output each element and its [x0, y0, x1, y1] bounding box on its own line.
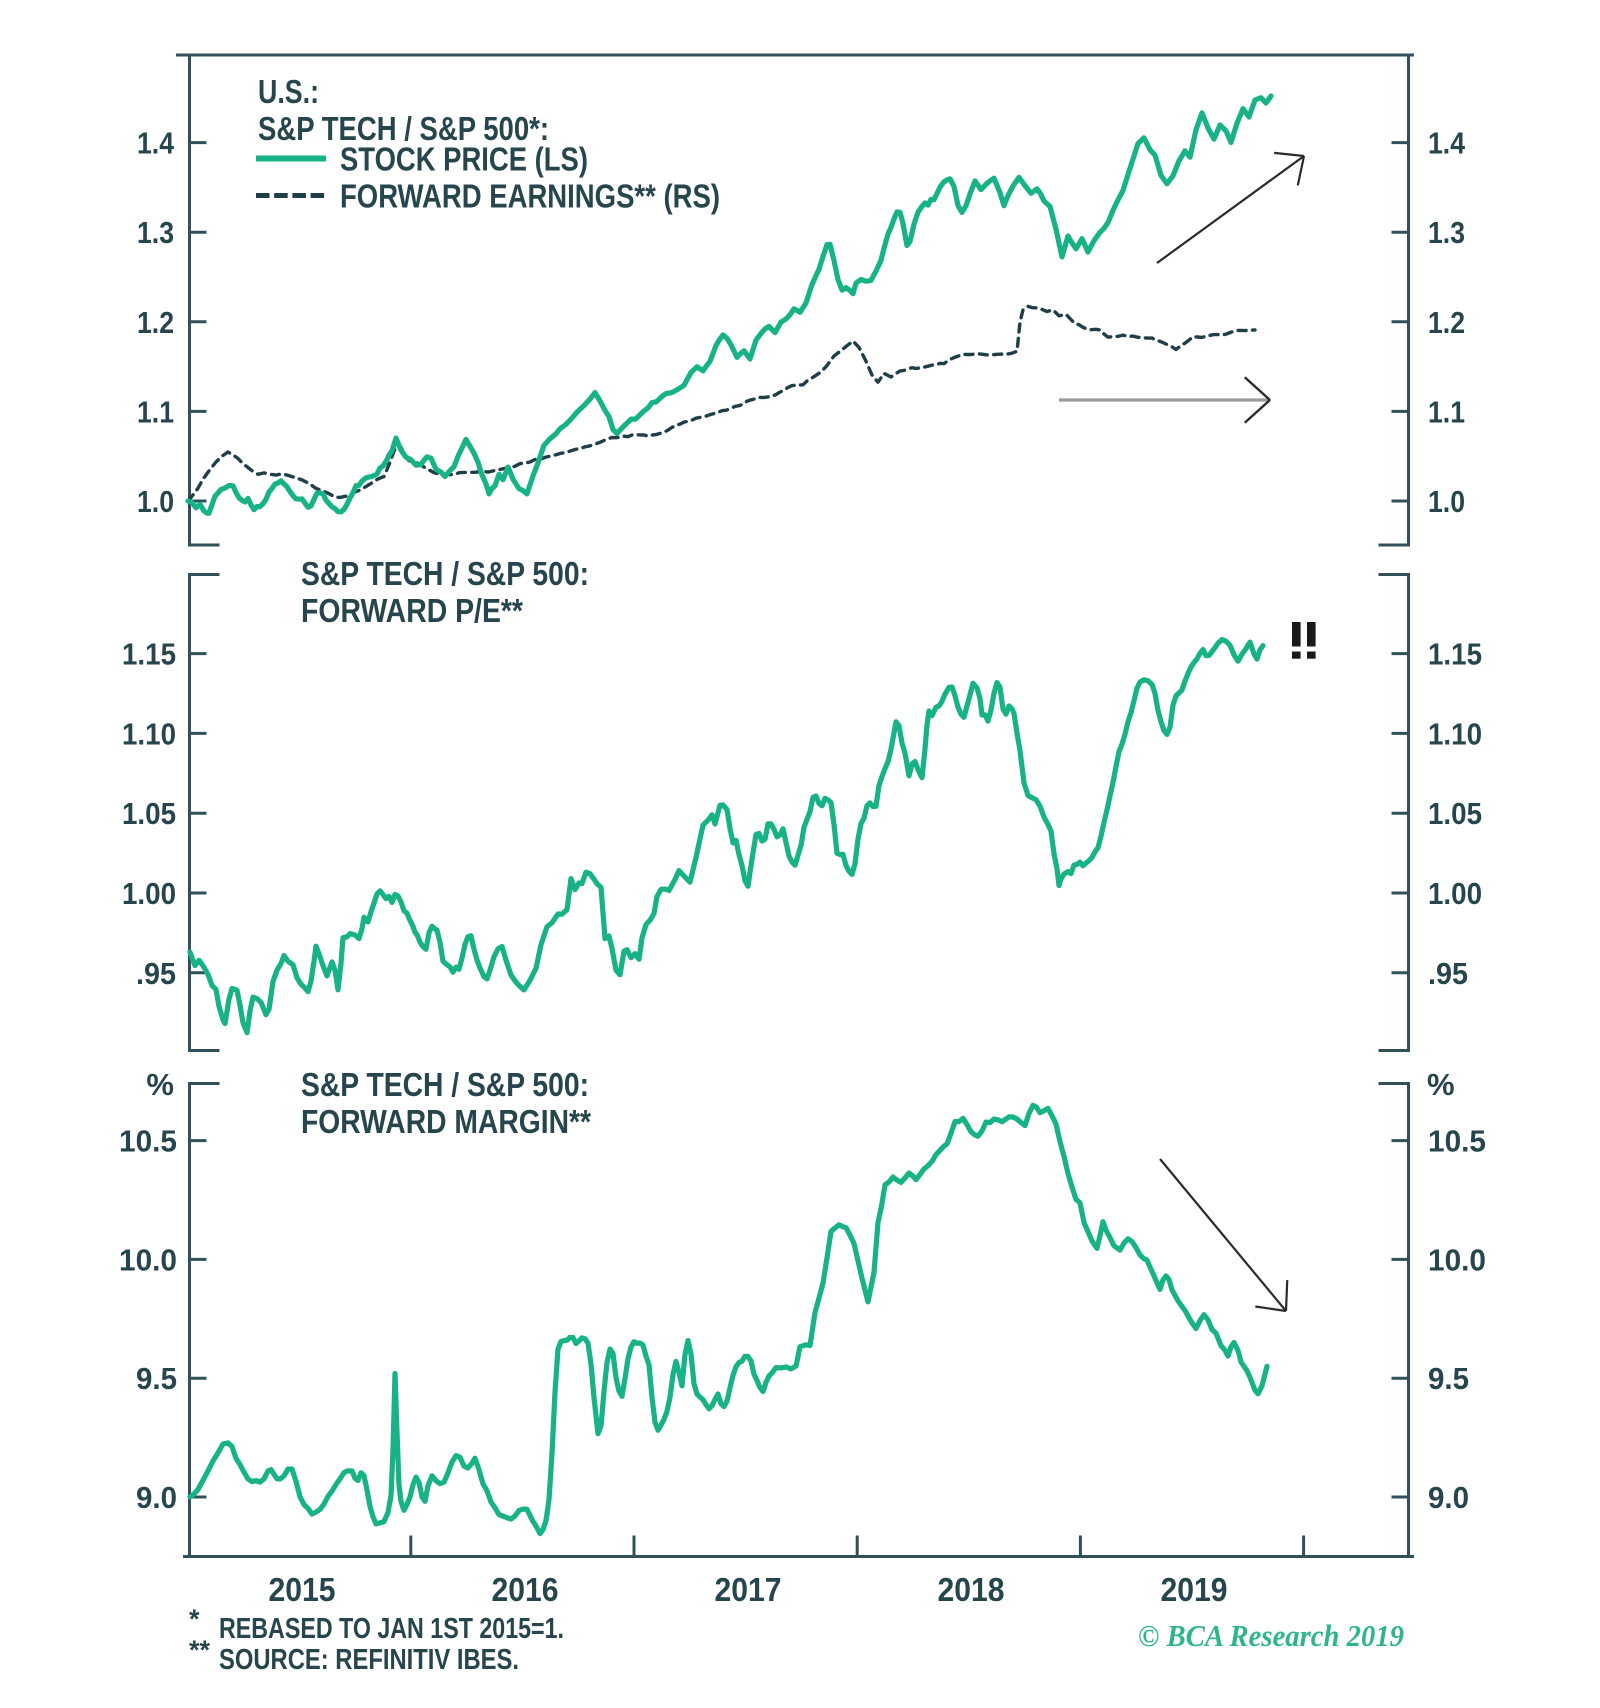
svg-text:10.0: 10.0: [119, 1242, 177, 1277]
svg-text:9.0: 9.0: [1428, 1480, 1469, 1515]
svg-text:1.4: 1.4: [137, 126, 175, 161]
svg-text:1.4: 1.4: [1428, 126, 1466, 161]
svg-text:.95: .95: [136, 956, 176, 991]
svg-text:1.0: 1.0: [137, 484, 174, 519]
svg-text:9.5: 9.5: [1428, 1361, 1469, 1396]
svg-text:1.05: 1.05: [122, 796, 176, 831]
svg-text:1.3: 1.3: [137, 215, 174, 250]
svg-text:© BCA Research 2019: © BCA Research 2019: [1138, 1618, 1404, 1653]
svg-text:1.15: 1.15: [1428, 637, 1482, 672]
svg-text:1.00: 1.00: [1428, 876, 1482, 911]
svg-text:FORWARD EARNINGS** (RS): FORWARD EARNINGS** (RS): [340, 178, 720, 215]
svg-text:10.5: 10.5: [1428, 1124, 1486, 1159]
svg-text:S&P TECH / S&P 500*:: S&P TECH / S&P 500*:: [258, 110, 549, 147]
svg-text:REBASED TO JAN 1ST 2015=1.: REBASED TO JAN 1ST 2015=1.: [219, 1613, 564, 1645]
svg-text:%: %: [1427, 1067, 1455, 1102]
svg-text:10.0: 10.0: [1428, 1242, 1486, 1277]
svg-text:1.2: 1.2: [137, 305, 174, 340]
svg-text:SOURCE: REFINITIV IBES.: SOURCE: REFINITIV IBES.: [219, 1644, 519, 1676]
svg-text:U.S.:: U.S.:: [258, 73, 319, 110]
svg-text:10.5: 10.5: [119, 1124, 177, 1159]
svg-text:1.2: 1.2: [1428, 305, 1465, 340]
svg-text:1.0: 1.0: [1428, 484, 1465, 519]
svg-text:S&P TECH / S&P 500:: S&P TECH / S&P 500:: [301, 555, 589, 592]
svg-text:2019: 2019: [1161, 1571, 1228, 1608]
svg-text:9.0: 9.0: [136, 1480, 177, 1515]
svg-text:2015: 2015: [269, 1571, 336, 1608]
svg-text:1.10: 1.10: [122, 716, 176, 751]
svg-text:1.05: 1.05: [1428, 796, 1482, 831]
svg-text:*: *: [189, 1604, 200, 1634]
svg-text:%: %: [146, 1067, 174, 1102]
svg-text:S&P TECH / S&P 500:: S&P TECH / S&P 500:: [301, 1066, 589, 1103]
svg-text:9.5: 9.5: [136, 1361, 177, 1396]
svg-text:STOCK PRICE (LS): STOCK PRICE (LS): [340, 141, 588, 178]
svg-text:FORWARD P/E**: FORWARD P/E**: [301, 592, 523, 629]
svg-text:1.3: 1.3: [1428, 215, 1465, 250]
svg-text:1.15: 1.15: [122, 637, 176, 672]
svg-text:1.1: 1.1: [1428, 394, 1465, 429]
svg-text:1.1: 1.1: [137, 394, 174, 429]
svg-text:2018: 2018: [938, 1571, 1005, 1608]
svg-text:**: **: [189, 1635, 211, 1665]
svg-text:1.00: 1.00: [122, 876, 176, 911]
svg-text:.95: .95: [1428, 956, 1468, 991]
svg-text:1.10: 1.10: [1428, 716, 1482, 751]
svg-text:2017: 2017: [715, 1571, 782, 1608]
svg-text:FORWARD MARGIN**: FORWARD MARGIN**: [301, 1103, 591, 1140]
svg-text:2016: 2016: [492, 1571, 559, 1608]
